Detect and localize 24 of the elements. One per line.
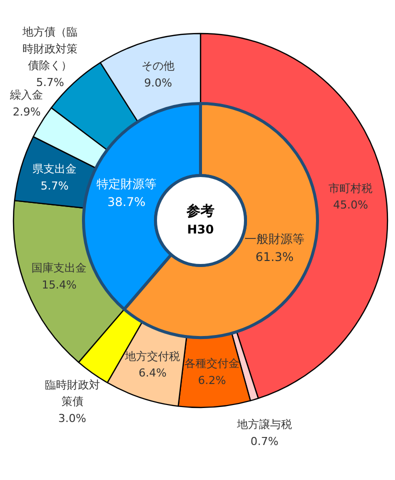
slice-label: 県支出金 — [32, 162, 77, 176]
data-label: 2.9% — [12, 105, 41, 118]
text: 参考 — [186, 202, 214, 220]
data-label: 一般財源等 61.3% — [244, 232, 305, 264]
slice-label: 国庫支出金 — [32, 262, 87, 275]
data-label: 5.7% — [36, 76, 64, 90]
slice-label: 市町村税 — [328, 182, 373, 195]
slice-label: 地方債（臨時財政対策債除く） — [22, 25, 78, 72]
data-label: 特定財源等 38.7% — [96, 176, 156, 210]
slice-label: 臨時財政対策債 — [44, 378, 100, 408]
data-label: 0.7% — [250, 435, 278, 448]
data-label: 9.0% — [144, 76, 172, 90]
data-label: 15.4% — [42, 278, 77, 292]
slice-label: その他 — [142, 60, 175, 73]
text: H30 — [187, 222, 214, 236]
data-label: 6.2% — [198, 374, 226, 388]
slice-label: 地方交付税 — [124, 350, 180, 363]
slice-label: 繰入金 — [9, 88, 44, 102]
data-label: 45.0% — [333, 198, 368, 212]
slice-label: 各種交付金 — [184, 357, 240, 370]
data-label: 3.0% — [58, 412, 86, 426]
data-label: 6.4% — [138, 366, 167, 380]
data-label: 5.7% — [40, 180, 69, 193]
slice-label: 地方譲与税 — [236, 418, 292, 432]
